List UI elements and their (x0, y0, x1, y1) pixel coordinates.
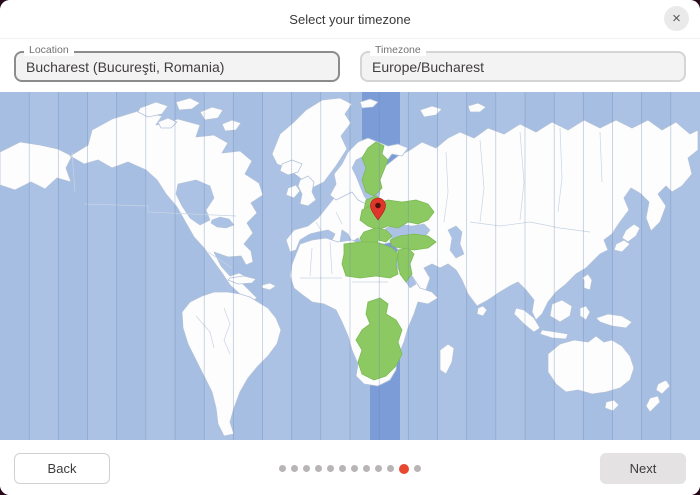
madagascar (439, 343, 455, 375)
timezone-field-value: Europe/Bucharest (372, 58, 485, 75)
finland (361, 141, 389, 197)
new-zealand (645, 379, 671, 413)
page-dot[interactable] (351, 465, 358, 472)
close-icon: × (672, 10, 681, 27)
egypt-libya (341, 241, 399, 279)
britain (297, 175, 317, 207)
ireland (285, 184, 301, 199)
great-lakes (210, 216, 235, 229)
hispaniola (261, 282, 277, 291)
turkey (389, 233, 437, 251)
page-dot[interactable] (279, 465, 286, 472)
next-button-label: Next (629, 461, 657, 476)
world-map-svg (0, 92, 700, 440)
page-dot[interactable] (291, 465, 298, 472)
back-button-label: Back (47, 461, 77, 476)
location-field-label: Location (24, 44, 74, 56)
close-button[interactable]: × (664, 6, 689, 31)
fields-row: Location Bucharest (Bucureşti, Romania) … (0, 39, 700, 92)
page-dot[interactable] (414, 465, 421, 472)
page-dot[interactable] (315, 465, 322, 472)
footer: Back Next (0, 440, 700, 495)
timezone-field[interactable]: Timezone Europe/Bucharest (360, 44, 686, 82)
location-field-value: Bucharest (Bucureşti, Romania) (26, 58, 225, 75)
levant (397, 247, 415, 283)
alaska (0, 141, 73, 191)
page-indicator (279, 463, 421, 474)
north-america (69, 110, 264, 303)
page-dot[interactable] (303, 465, 310, 472)
japan (613, 223, 641, 253)
page-title: Select your timezone (289, 11, 411, 27)
page-dot[interactable] (375, 465, 382, 472)
sri-lanka (476, 305, 488, 317)
page-dot[interactable] (327, 465, 334, 472)
timezone-boundary-lines (28, 92, 672, 440)
page-dot[interactable] (339, 465, 346, 472)
arctic-islands (137, 97, 242, 132)
page-dot-active[interactable] (399, 463, 409, 474)
timezone-map[interactable] (0, 92, 700, 440)
indonesia (513, 299, 633, 340)
timezone-field-label: Timezone (370, 44, 426, 56)
location-pin (370, 197, 386, 221)
page-dot[interactable] (363, 465, 370, 472)
continents (0, 97, 699, 437)
location-field[interactable]: Location Bucharest (Bucureşti, Romania) (14, 44, 340, 82)
back-button[interactable]: Back (14, 453, 110, 484)
cuba (227, 275, 257, 285)
next-button[interactable]: Next (600, 453, 686, 484)
caspian-sea (447, 225, 465, 259)
svalbard-islands (359, 98, 487, 118)
page-dot[interactable] (387, 465, 394, 472)
country-borders (71, 127, 603, 355)
titlebar: Select your timezone × (0, 0, 700, 39)
philippines (581, 273, 593, 291)
